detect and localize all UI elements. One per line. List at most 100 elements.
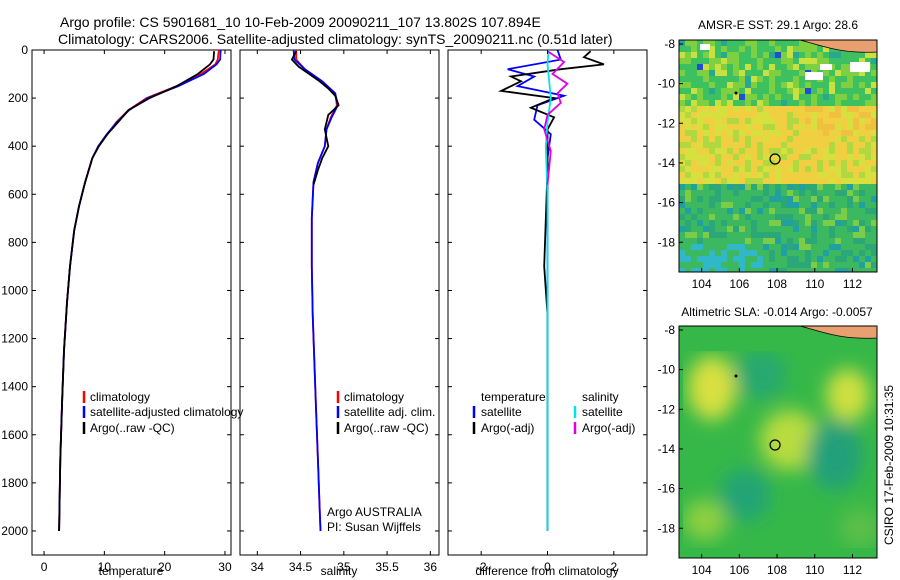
sst-cell	[709, 64, 715, 70]
sst-cell	[679, 154, 685, 160]
sst-cell	[757, 136, 763, 142]
sst-cell	[823, 196, 829, 202]
sst-cell	[805, 238, 811, 244]
sst-cell	[685, 250, 691, 256]
sst-cell	[805, 118, 811, 124]
sst-cell	[745, 136, 751, 142]
sst-cell	[775, 94, 781, 100]
sst-cell	[793, 208, 799, 214]
sst-cell	[691, 166, 697, 172]
sst-cell	[805, 106, 811, 112]
sst-cell	[691, 232, 697, 238]
sst-map-frame	[678, 39, 878, 273]
sst-cell	[751, 220, 757, 226]
temperature-xtick-label: 20	[158, 560, 172, 574]
sst-cell	[721, 58, 727, 64]
sst-cell	[709, 202, 715, 208]
sst-cell	[721, 118, 727, 124]
sst-cell	[733, 130, 739, 136]
sst-cell	[697, 40, 703, 46]
sst-cell	[805, 64, 811, 70]
sst-cell	[727, 124, 733, 130]
difference-line-temperature-argo	[498, 50, 605, 531]
sst-cell	[871, 58, 877, 64]
sst-cell	[871, 88, 877, 94]
legend-label-temp-argo: Argo(-adj)	[481, 421, 534, 435]
sst-cell	[787, 232, 793, 238]
sst-cell	[739, 94, 745, 100]
sst-cell	[745, 118, 751, 124]
temperature-xtick-label: 30	[218, 560, 232, 574]
sst-map-cells	[679, 40, 877, 272]
sst-cell	[775, 112, 781, 118]
sst-cell	[793, 106, 799, 112]
sst-nodata-patch	[820, 64, 832, 70]
sst-cell	[709, 118, 715, 124]
sst-cell	[859, 190, 865, 196]
sla-low-blob	[734, 351, 786, 399]
sst-cell	[865, 82, 871, 88]
legend-label-climatology: climatology	[90, 390, 150, 404]
sst-cell	[727, 118, 733, 124]
sst-cell	[751, 76, 757, 82]
sst-cell	[787, 238, 793, 244]
difference-xlabel: difference from climatology	[475, 564, 618, 578]
sst-cell	[799, 148, 805, 154]
sst-cell	[865, 88, 871, 94]
sla_map-xtick-label: 104	[692, 563, 712, 577]
sst-cell	[781, 160, 787, 166]
sst-cell	[817, 232, 823, 238]
sst-cell	[763, 94, 769, 100]
salinity-legend: climatology satellite adj. clim. Argo(..…	[336, 390, 435, 435]
sst-cell	[751, 58, 757, 64]
sst-cell	[691, 142, 697, 148]
timestamp-side-label: CSIRO 17-Feb-2009 10:31:35	[882, 385, 896, 545]
sst-cell	[853, 190, 859, 196]
sst-cell	[703, 142, 709, 148]
sst-cell	[805, 130, 811, 136]
sst-cell	[739, 268, 745, 272]
sst-cell	[721, 262, 727, 268]
sst-cell	[703, 226, 709, 232]
sst-cell	[853, 142, 859, 148]
sst-cell	[769, 112, 775, 118]
sst-cell	[715, 160, 721, 166]
sst-cell	[679, 238, 685, 244]
sst-cell	[817, 58, 823, 64]
salinity-series	[290, 50, 340, 532]
sst-cell	[679, 112, 685, 118]
sst-cell	[799, 154, 805, 160]
sst-cell	[853, 58, 859, 64]
sst-cell	[805, 58, 811, 64]
sst-cell	[781, 220, 787, 226]
sst-cell	[859, 148, 865, 154]
sst-cell	[733, 112, 739, 118]
sst-cell	[685, 88, 691, 94]
sst-cell	[709, 58, 715, 64]
sst-cell	[835, 220, 841, 226]
sst-cell	[853, 232, 859, 238]
sst-cell	[733, 160, 739, 166]
sst-cell	[775, 208, 781, 214]
sst-cell	[799, 100, 805, 106]
sst-cell	[727, 262, 733, 268]
sst-cell	[709, 76, 715, 82]
sst-cell	[865, 202, 871, 208]
sst-cell	[799, 244, 805, 250]
sst-cell	[799, 160, 805, 166]
sst-cell	[871, 130, 877, 136]
sst-cell	[733, 82, 739, 88]
sst-cell	[727, 178, 733, 184]
sst-cell	[781, 226, 787, 232]
sst-cell	[709, 106, 715, 112]
sst-cell	[799, 190, 805, 196]
sst-cell	[769, 256, 775, 262]
sst-cell	[859, 118, 865, 124]
sst-cell	[709, 190, 715, 196]
sst-cell	[745, 214, 751, 220]
sst-cell	[835, 136, 841, 142]
sst-cell	[679, 118, 685, 124]
difference-line-salinity-argo	[543, 50, 569, 185]
sst-cell	[763, 244, 769, 250]
sst-cell	[817, 268, 823, 272]
